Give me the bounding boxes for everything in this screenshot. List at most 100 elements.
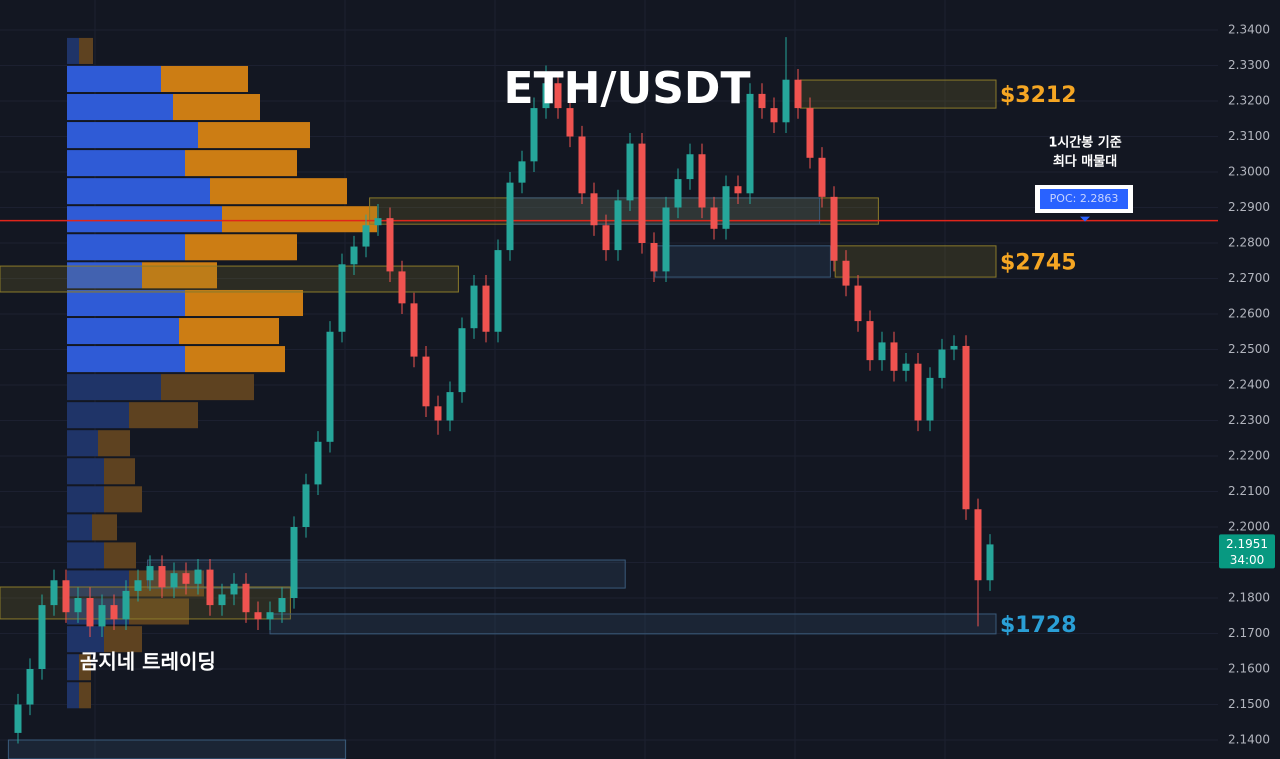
candle-body	[614, 200, 622, 251]
profile-buy-bar	[67, 262, 142, 289]
candle-body	[170, 573, 178, 588]
zone	[0, 265, 459, 293]
candle-body	[410, 303, 418, 357]
zone-label: $3212	[1000, 83, 1077, 108]
candle-body	[506, 182, 514, 251]
candle-body	[854, 285, 862, 322]
candle-body	[350, 246, 358, 265]
candle-body	[62, 580, 70, 613]
candle-body	[578, 136, 586, 194]
poc-label: POC: 2.2863	[1050, 192, 1119, 205]
profile-sell-bar	[104, 542, 136, 569]
candle-body	[254, 612, 262, 620]
candle-body	[314, 441, 322, 485]
candle-body	[818, 157, 826, 197]
candle-body	[938, 349, 946, 378]
plot-area: $3212 $2745 $1728 ETH/USDT 곰지네 트레이딩 1시간봉 기준최다…	[0, 37, 1218, 759]
price-axis: 2.3400 2.3300 2.3200 2.3100 2.3000 2.2900 2.28…	[1219, 22, 1275, 747]
candle-body	[218, 594, 226, 606]
candle-body	[662, 207, 670, 272]
y-tick-label: 2.1800	[1228, 591, 1270, 605]
candle-body	[806, 108, 814, 158]
profile-buy-bar	[67, 486, 104, 513]
candle-body	[182, 573, 190, 584]
zone	[834, 245, 997, 278]
candle-body	[38, 605, 46, 670]
y-tick-label: 2.2800	[1228, 236, 1270, 250]
zone	[147, 559, 626, 589]
candle-body	[194, 569, 202, 584]
profile-sell-bar	[185, 234, 297, 261]
candle-body	[950, 345, 958, 350]
candle-body	[746, 93, 754, 194]
candle-body	[830, 196, 838, 261]
profile-sell-bar	[129, 598, 189, 625]
candle-body	[890, 342, 898, 371]
profile-sell-bar	[173, 94, 260, 121]
profile-sell-bar	[179, 318, 279, 345]
y-tick-label: 2.2300	[1228, 413, 1270, 427]
candle-body	[758, 93, 766, 109]
watermark: 곰지네 트레이딩	[80, 650, 216, 674]
y-tick-label: 2.3200	[1228, 93, 1270, 107]
candle-body	[542, 83, 550, 109]
candle-body	[266, 612, 274, 620]
candle-body	[926, 377, 934, 421]
profile-sell-bar	[210, 178, 347, 205]
candle-body	[326, 331, 334, 442]
candle-body	[338, 264, 346, 332]
candle-body	[146, 566, 154, 581]
y-tick-label: 2.2400	[1228, 378, 1270, 392]
profile-sell-bar	[185, 346, 285, 373]
candle-body	[554, 83, 562, 109]
candle-body	[422, 356, 430, 407]
candle-body	[482, 285, 490, 332]
profile-buy-bar	[67, 150, 185, 177]
profile-buy-bar	[67, 234, 185, 261]
candle-body	[962, 345, 970, 510]
candle-body	[686, 154, 694, 180]
poc-pointer	[1080, 216, 1090, 222]
profile-buy-bar	[67, 289, 185, 317]
candle-body	[842, 260, 850, 286]
candle-body	[290, 527, 298, 599]
candle-body	[110, 605, 118, 620]
candle-body	[626, 143, 634, 201]
candle-body	[362, 225, 370, 247]
candle-body	[302, 484, 310, 528]
candle-body	[206, 569, 214, 606]
candle-body	[386, 218, 394, 272]
candle-body	[14, 704, 22, 733]
candle-body	[722, 186, 730, 229]
profile-sell-bar	[98, 430, 130, 457]
profile-sell-bar	[129, 402, 198, 429]
candle-body	[602, 225, 610, 251]
last-price-tag	[1219, 534, 1275, 569]
poc-note: 1시간봉 기준	[1048, 135, 1121, 151]
candle-body	[734, 186, 742, 194]
zone	[654, 245, 831, 278]
profile-sell-bar	[79, 37, 93, 64]
zone	[7, 739, 347, 759]
profile-buy-bar	[67, 65, 161, 93]
y-tick-label: 2.2700	[1228, 271, 1270, 285]
candle-body	[974, 509, 982, 581]
profile-buy-bar	[67, 37, 79, 64]
candle-body	[566, 108, 574, 137]
profile-buy-bar	[67, 458, 104, 485]
candle-body	[26, 669, 34, 705]
profile-sell-bar	[185, 150, 297, 177]
candle-body	[590, 193, 598, 226]
candle-body	[902, 363, 910, 371]
profile-buy-bar	[67, 570, 129, 597]
chart-title: ETH/USDT	[504, 63, 751, 114]
profile-buy-bar	[67, 514, 92, 541]
candle-body	[782, 79, 790, 123]
profile-buy-bar	[67, 178, 210, 205]
candle-body	[674, 179, 682, 208]
profile-buy-bar	[67, 374, 161, 401]
y-tick-label: 2.2100	[1228, 484, 1270, 498]
y-tick-label: 2.1500	[1228, 697, 1270, 711]
